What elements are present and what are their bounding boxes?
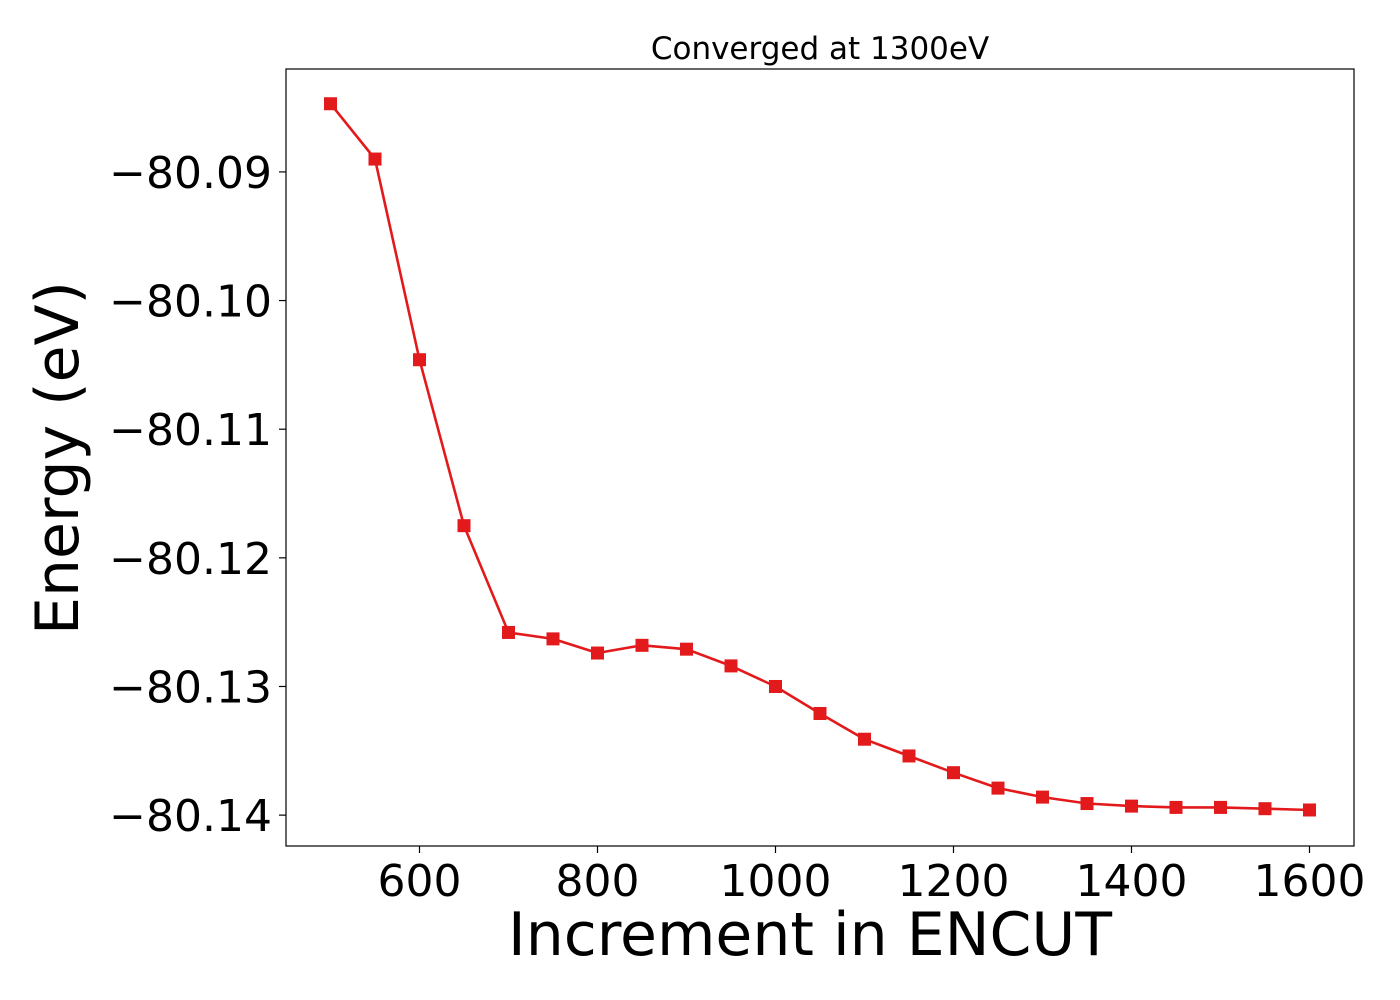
data-point-marker bbox=[1169, 800, 1183, 814]
data-point-marker bbox=[902, 749, 916, 763]
data-point-marker bbox=[591, 646, 604, 660]
x-tick-label: 1400 bbox=[1076, 856, 1188, 907]
series-layer bbox=[324, 97, 1316, 817]
data-point-marker bbox=[991, 781, 1005, 795]
x-tick-label: 1000 bbox=[720, 856, 832, 907]
y-tick-label: −80.14 bbox=[109, 791, 272, 842]
data-point-marker bbox=[1080, 797, 1094, 811]
data-point-marker bbox=[635, 638, 649, 652]
plot-area-frame bbox=[285, 68, 1355, 847]
data-point-marker bbox=[502, 625, 515, 639]
data-point-marker bbox=[546, 632, 560, 646]
series-line bbox=[329, 102, 1310, 812]
data-point-marker bbox=[1258, 802, 1272, 816]
x-axis-ticks: 600 800 1000 1200 1400 1600 bbox=[378, 846, 1366, 907]
data-point-marker bbox=[724, 659, 738, 673]
data-point-marker bbox=[457, 519, 471, 533]
data-point-marker bbox=[1125, 799, 1138, 813]
y-tick-label: −80.09 bbox=[109, 148, 272, 199]
y-axis-ticks: −80.09 −80.10 −80.11 −80.12 −80.13 −80.14 bbox=[109, 148, 286, 842]
chart-title: Converged at 1300eV bbox=[651, 31, 989, 67]
data-point-marker bbox=[1214, 800, 1227, 814]
x-tick-label: 800 bbox=[556, 856, 640, 907]
data-point-marker bbox=[858, 732, 871, 746]
data-point-marker bbox=[368, 152, 382, 166]
x-tick-label: 1600 bbox=[1254, 856, 1366, 907]
data-point-marker bbox=[413, 353, 426, 367]
data-point-marker bbox=[324, 97, 337, 111]
y-tick-label: −80.10 bbox=[109, 277, 272, 328]
data-point-marker bbox=[947, 766, 960, 780]
y-axis-label: Energy (eV) bbox=[23, 281, 93, 635]
data-point-marker bbox=[769, 679, 782, 693]
y-tick-label: −80.13 bbox=[109, 662, 272, 713]
x-tick-label: 1200 bbox=[898, 856, 1010, 907]
x-axis-label: Increment in ENCUT bbox=[508, 900, 1112, 970]
data-point-marker bbox=[1303, 803, 1316, 817]
data-point-marker bbox=[1036, 790, 1049, 804]
x-tick-label: 600 bbox=[378, 856, 462, 907]
y-tick-label: −80.11 bbox=[109, 405, 272, 456]
y-tick-label: −80.12 bbox=[109, 534, 272, 585]
data-point-marker bbox=[813, 706, 827, 720]
data-point-marker bbox=[680, 642, 693, 656]
